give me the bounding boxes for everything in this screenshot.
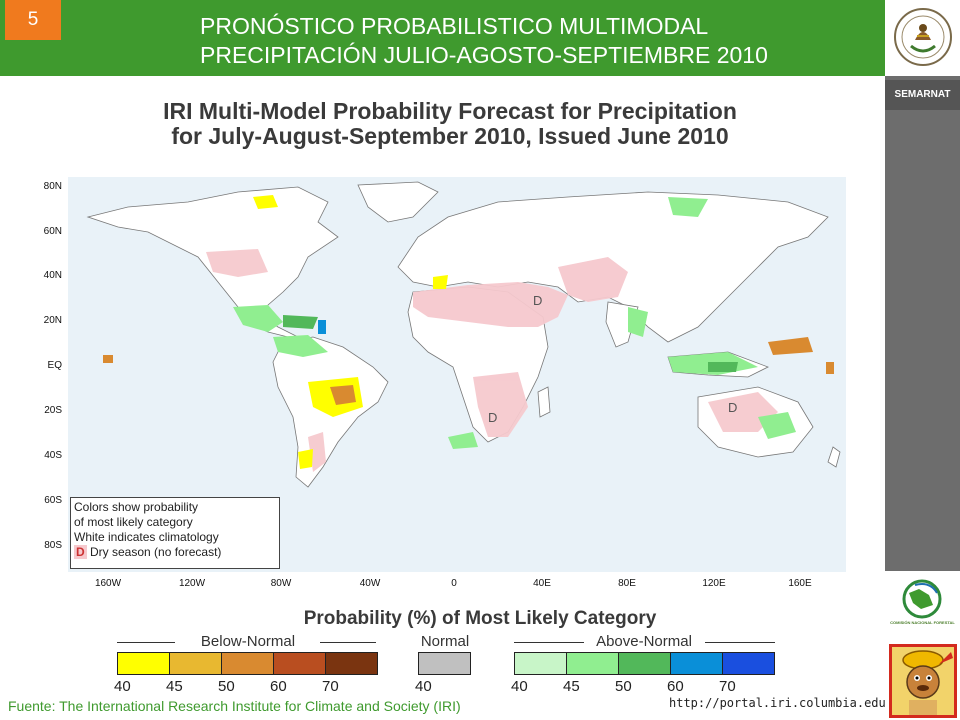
above-swatch bbox=[566, 652, 619, 675]
above-swatch bbox=[514, 652, 567, 675]
below-value-label: 45 bbox=[166, 678, 183, 695]
dry-season-regions bbox=[206, 249, 778, 472]
map-legend: Colors show probability of most likely c… bbox=[70, 497, 280, 569]
legend-dry-marker: D bbox=[74, 545, 87, 559]
dry-marker: D bbox=[728, 400, 737, 415]
above-value-label: 60 bbox=[667, 678, 684, 695]
above-value-label: 40 bbox=[511, 678, 528, 695]
below-normal-label: Below-Normal bbox=[200, 633, 296, 650]
lon-label: 0 bbox=[451, 578, 457, 589]
below-normal-line bbox=[320, 642, 376, 643]
header-bar bbox=[0, 0, 885, 76]
slide-number: 5 bbox=[5, 0, 61, 40]
below-value-label: 60 bbox=[270, 678, 287, 695]
below-swatch bbox=[221, 652, 274, 675]
lon-label: 120E bbox=[702, 578, 726, 589]
lat-label: 20N bbox=[43, 315, 62, 326]
map-title-line2: for July-August-September 2010, Issued J… bbox=[171, 123, 729, 149]
below-swatch bbox=[169, 652, 222, 675]
above-swatch bbox=[722, 652, 775, 675]
mexico-seal-icon bbox=[894, 8, 952, 66]
dry-marker: D bbox=[533, 293, 542, 308]
below-normal-strong bbox=[103, 337, 834, 405]
lat-label: 60S bbox=[44, 495, 62, 506]
sidebar-gray-panel bbox=[885, 76, 960, 571]
legend-line4-text: Dry season (no forecast) bbox=[90, 545, 222, 559]
lon-label: 120W bbox=[178, 578, 206, 589]
below-swatch bbox=[273, 652, 326, 675]
lon-label: 160E bbox=[788, 578, 812, 589]
scale-title: Probability (%) of Most Likely Category bbox=[303, 608, 657, 629]
map-title: IRI Multi-Model Probability Forecast for… bbox=[110, 99, 790, 149]
above-value-label: 45 bbox=[563, 678, 580, 695]
dry-marker: D bbox=[488, 410, 497, 425]
above-normal-line bbox=[514, 642, 584, 643]
lat-label: 60N bbox=[43, 226, 62, 237]
below-swatch bbox=[117, 652, 170, 675]
slide-title-line2: PRECIPITACIÓN JULIO-AGOSTO-SEPTIEMBRE 20… bbox=[200, 42, 768, 68]
conafor-label: COMISIÓN NACIONAL FORESTAL bbox=[890, 620, 955, 625]
map-title-line1: IRI Multi-Model Probability Forecast for… bbox=[163, 98, 737, 124]
above-swatch bbox=[670, 652, 723, 675]
above-normal-strong bbox=[283, 315, 738, 372]
lon-label: 80W bbox=[270, 578, 292, 589]
lat-label: 40S bbox=[44, 450, 62, 461]
lat-label: 80N bbox=[43, 181, 62, 192]
legend-line1: Colors show probability bbox=[74, 500, 199, 514]
lat-label: EQ bbox=[47, 360, 62, 371]
lon-label: 40E bbox=[533, 578, 551, 589]
source-url[interactable]: http://portal.iri.columbia.edu bbox=[669, 696, 886, 710]
below-value-label: 70 bbox=[322, 678, 339, 695]
lat-label: 40N bbox=[43, 270, 62, 281]
legend-line3: White indicates climatology bbox=[74, 530, 219, 544]
below-value-label: 50 bbox=[218, 678, 235, 695]
legend-line2: of most likely category bbox=[74, 515, 193, 529]
above-value-label: 70 bbox=[719, 678, 736, 695]
above-normal-line bbox=[705, 642, 775, 643]
right-sidebar: SEMARNAT COMISIÓN NACIONAL FORESTAL bbox=[885, 0, 960, 720]
above-value-label: 50 bbox=[615, 678, 632, 695]
lat-label: 20S bbox=[44, 405, 62, 416]
semarnat-logo: SEMARNAT bbox=[885, 80, 960, 110]
normal-value-label: 40 bbox=[415, 678, 432, 695]
above-swatch bbox=[618, 652, 671, 675]
below-value-label: 40 bbox=[114, 678, 131, 695]
mascot-icon bbox=[889, 644, 957, 718]
conafor-logo-icon bbox=[885, 575, 960, 637]
slide-title-line1: PRONÓSTICO PROBABILISTICO MULTIMODAL bbox=[200, 13, 709, 39]
normal-label: Normal bbox=[420, 633, 470, 650]
lat-label: 80S bbox=[44, 540, 62, 551]
slide-title: PRONÓSTICO PROBABILISTICO MULTIMODAL PRE… bbox=[200, 12, 768, 70]
lon-label: 40W bbox=[359, 578, 381, 589]
lon-label: 160W bbox=[94, 578, 122, 589]
above-normal-max bbox=[318, 320, 326, 334]
lon-label: 80E bbox=[618, 578, 636, 589]
source-credit: Fuente: The International Research Insti… bbox=[8, 698, 461, 714]
below-normal-line bbox=[117, 642, 175, 643]
legend-line4: D Dry season (no forecast) bbox=[74, 545, 279, 560]
above-normal-label: Above-Normal bbox=[596, 633, 692, 650]
normal-swatch bbox=[418, 652, 471, 675]
below-swatch bbox=[325, 652, 378, 675]
